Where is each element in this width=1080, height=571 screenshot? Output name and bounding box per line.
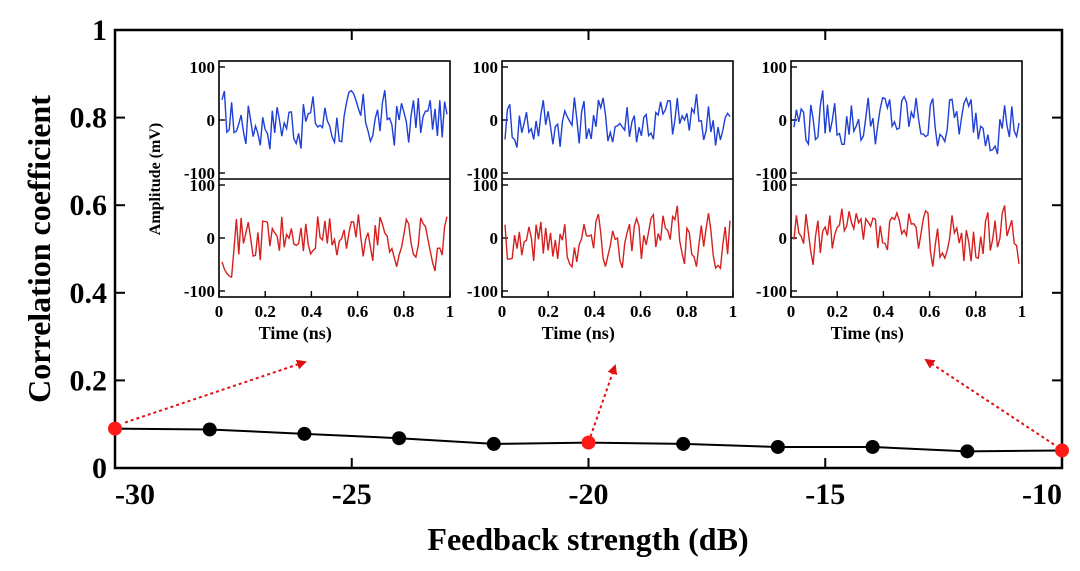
inset-x-tick-label: 1	[446, 302, 455, 321]
data-point	[960, 444, 975, 459]
inset-x-tick-label: 0.8	[965, 302, 986, 321]
inset-y-tick-label: 0	[207, 229, 216, 248]
x-tick-label: -25	[332, 478, 372, 511]
inset-y-tick-label: 100	[190, 58, 216, 77]
inset-signal-blue	[504, 94, 731, 148]
highlight-point	[108, 421, 122, 436]
highlight-point	[1055, 443, 1069, 458]
data-point	[297, 426, 312, 441]
data-point	[865, 439, 880, 454]
inset-arrow	[924, 358, 1055, 446]
data-point	[486, 436, 501, 451]
y-tick-label: 0.6	[70, 189, 108, 222]
inset-y-tick-label: 0	[207, 111, 216, 130]
inset-x-tick-label: 1	[729, 302, 738, 321]
inset-x-tick-label: 0.8	[393, 302, 414, 321]
y-tick-label: 0.4	[70, 277, 108, 310]
inset-x-tick-label: 0.2	[827, 302, 848, 321]
inset-y-tick-label: 100	[473, 176, 499, 195]
inset-y-tick-label: -100	[467, 164, 498, 183]
inset-y-tick-label: -100	[756, 282, 787, 301]
y-tick-label: 0.2	[70, 364, 108, 397]
inset-y-tick-label: 100	[762, 58, 788, 77]
inset-y-tick-label: 100	[190, 176, 216, 195]
inset-x-tick-label: 0.4	[301, 302, 323, 321]
x-tick-label: -15	[805, 478, 845, 511]
inset-x-tick-label: 0	[498, 302, 507, 321]
inset-y-tick-label: -100	[184, 164, 215, 183]
inset-arrows	[124, 358, 1055, 446]
x-tick-label: -20	[569, 478, 609, 511]
inset-xlabel: Time (ns)	[831, 323, 904, 344]
inset-y-tick-label: -100	[756, 164, 787, 183]
inset-y-tick-label: 100	[762, 176, 788, 195]
main-xlabel: Feedback strength (dB)	[427, 521, 748, 557]
main-series	[108, 421, 1069, 459]
inset-x-tick-label: 0.6	[347, 302, 368, 321]
inset-signal-red	[793, 205, 1020, 267]
main-ylabel: Correlation coefficient	[21, 95, 57, 403]
inset-x-tick-label: 0.2	[255, 302, 276, 321]
highlight-point	[581, 435, 596, 450]
data-point	[202, 422, 217, 437]
inset-y-tick-label: -100	[184, 282, 215, 301]
inset-xlabel: Time (ns)	[542, 323, 615, 344]
y-tick-label: 0	[92, 452, 107, 485]
y-tick-label: 1	[92, 14, 107, 47]
inset-ylabel: Amplitude (mV)	[147, 123, 164, 235]
inset-x-tick-label: 0.4	[584, 302, 606, 321]
inset-y-tick-label: 100	[473, 58, 499, 77]
inset-signal-red	[221, 214, 448, 279]
inset-x-tick-label: 0	[787, 302, 796, 321]
inset-y-tick-label: -100	[467, 282, 498, 301]
inset-x-tick-label: 1	[1018, 302, 1027, 321]
inset-x-tick-label: 0.4	[873, 302, 895, 321]
inset-y-tick-label: 0	[490, 111, 499, 130]
inset-x-tick-label: 0.8	[676, 302, 697, 321]
inset-arrow	[124, 359, 307, 424]
inset-arrow	[589, 364, 618, 437]
inset-x-tick-label: 0	[215, 302, 224, 321]
inset-y-tick-label: 0	[779, 111, 788, 130]
x-tick-label: -30	[115, 478, 155, 511]
inset-signal-blue	[793, 90, 1020, 155]
x-tick-label: -10	[1022, 478, 1062, 511]
data-point	[770, 439, 785, 454]
inset-x-tick-label: 0.2	[538, 302, 559, 321]
inset-y-tick-label: 0	[779, 229, 788, 248]
inset-x-tick-label: 0.6	[630, 302, 651, 321]
inset-xlabel: Time (ns)	[259, 323, 332, 344]
inset-y-tick-label: 0	[490, 229, 499, 248]
data-point	[392, 431, 407, 446]
inset-signal-red	[504, 205, 731, 271]
inset-signal-blue	[221, 89, 448, 150]
inset-x-tick-label: 0.6	[919, 302, 940, 321]
y-tick-label: 0.8	[70, 102, 108, 135]
data-point	[676, 436, 691, 451]
